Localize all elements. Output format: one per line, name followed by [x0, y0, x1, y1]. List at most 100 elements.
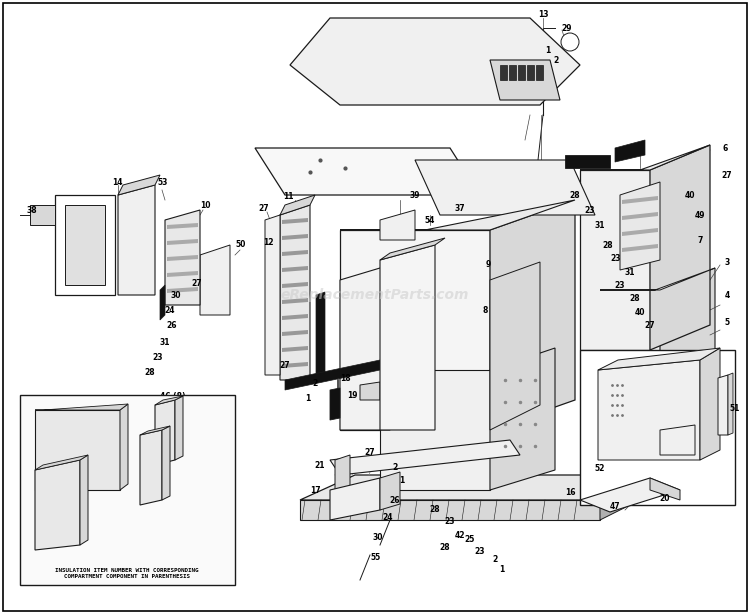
- Polygon shape: [35, 455, 88, 470]
- Text: 45 (8): 45 (8): [32, 462, 58, 470]
- Polygon shape: [300, 500, 600, 520]
- Polygon shape: [55, 195, 115, 295]
- Polygon shape: [622, 244, 658, 252]
- Polygon shape: [340, 200, 575, 230]
- Text: 50: 50: [236, 239, 246, 249]
- Text: 18: 18: [340, 373, 350, 383]
- Text: 30: 30: [373, 532, 383, 542]
- Text: 27: 27: [192, 279, 202, 287]
- Polygon shape: [167, 223, 198, 229]
- Polygon shape: [265, 215, 280, 375]
- Polygon shape: [280, 195, 315, 215]
- Bar: [20, 395, 235, 585]
- Circle shape: [561, 33, 579, 51]
- Polygon shape: [280, 205, 310, 380]
- Polygon shape: [650, 478, 680, 500]
- Text: 27: 27: [280, 360, 290, 370]
- Polygon shape: [536, 65, 543, 80]
- Text: 54: 54: [424, 216, 435, 225]
- Polygon shape: [622, 196, 658, 204]
- Text: 25: 25: [465, 535, 476, 545]
- Text: 26: 26: [166, 321, 177, 330]
- Polygon shape: [600, 290, 660, 420]
- Text: 2: 2: [554, 55, 559, 64]
- Text: 55: 55: [371, 553, 381, 561]
- Polygon shape: [565, 155, 610, 168]
- Text: 12: 12: [262, 238, 273, 246]
- Polygon shape: [580, 145, 710, 170]
- Polygon shape: [415, 160, 595, 215]
- Polygon shape: [282, 234, 308, 240]
- Polygon shape: [165, 210, 200, 305]
- Polygon shape: [316, 292, 325, 375]
- Text: 23: 23: [615, 281, 626, 289]
- Polygon shape: [598, 360, 700, 460]
- Polygon shape: [490, 200, 575, 430]
- Text: 24: 24: [382, 513, 393, 523]
- Polygon shape: [167, 239, 198, 245]
- Polygon shape: [118, 185, 155, 295]
- Text: 40: 40: [685, 190, 695, 200]
- Text: 21: 21: [315, 460, 326, 470]
- Text: 1: 1: [400, 475, 405, 484]
- Text: 28: 28: [430, 505, 440, 515]
- Text: 31: 31: [625, 268, 635, 276]
- Text: 1: 1: [545, 45, 550, 55]
- Polygon shape: [162, 426, 170, 500]
- Polygon shape: [175, 396, 183, 460]
- Text: 1: 1: [500, 565, 505, 575]
- Text: 38: 38: [27, 206, 38, 214]
- Polygon shape: [282, 266, 308, 272]
- Text: 2: 2: [392, 462, 398, 472]
- Text: 31: 31: [160, 338, 170, 346]
- Polygon shape: [598, 348, 720, 370]
- Polygon shape: [282, 298, 308, 304]
- Polygon shape: [282, 346, 308, 352]
- Polygon shape: [155, 400, 175, 465]
- Text: 37: 37: [454, 203, 465, 212]
- Text: 8: 8: [482, 306, 488, 314]
- Text: 27: 27: [259, 203, 269, 212]
- Polygon shape: [140, 430, 162, 505]
- Polygon shape: [340, 265, 390, 430]
- Polygon shape: [35, 404, 128, 410]
- Polygon shape: [285, 360, 380, 390]
- Polygon shape: [700, 348, 720, 460]
- Text: 23: 23: [445, 518, 455, 526]
- Polygon shape: [660, 268, 715, 420]
- Polygon shape: [380, 210, 415, 240]
- Polygon shape: [35, 460, 80, 550]
- Text: 9: 9: [485, 260, 490, 268]
- Text: 23: 23: [475, 548, 485, 556]
- Polygon shape: [282, 362, 308, 368]
- Polygon shape: [620, 182, 660, 270]
- Text: 1: 1: [305, 394, 310, 403]
- Polygon shape: [282, 314, 308, 320]
- Polygon shape: [509, 65, 516, 80]
- Text: 46 (8): 46 (8): [160, 392, 186, 400]
- Polygon shape: [615, 140, 645, 162]
- Text: 24: 24: [165, 306, 176, 314]
- Polygon shape: [360, 382, 380, 400]
- Text: 19: 19: [346, 391, 357, 400]
- Text: 10: 10: [200, 201, 210, 209]
- Polygon shape: [118, 175, 160, 195]
- Polygon shape: [255, 148, 480, 195]
- Polygon shape: [340, 230, 490, 430]
- Text: 26: 26: [390, 495, 400, 505]
- Text: 28: 28: [440, 543, 450, 553]
- Text: 29: 29: [562, 23, 572, 33]
- Text: 42: 42: [454, 530, 465, 540]
- Text: 28: 28: [570, 190, 580, 200]
- Polygon shape: [380, 370, 490, 490]
- Text: INSULATION ITEM NUMBER WITH CORRESPONDING
COMPARTMENT COMPONENT IN PARENTHESIS: INSULATION ITEM NUMBER WITH CORRESPONDIN…: [56, 568, 199, 579]
- Text: 28: 28: [603, 241, 613, 249]
- Polygon shape: [167, 287, 198, 293]
- Text: 16: 16: [565, 488, 575, 497]
- Polygon shape: [527, 65, 534, 80]
- Polygon shape: [282, 218, 308, 224]
- Polygon shape: [660, 425, 695, 455]
- Text: 23: 23: [153, 352, 164, 362]
- Polygon shape: [380, 245, 435, 430]
- Polygon shape: [600, 268, 715, 290]
